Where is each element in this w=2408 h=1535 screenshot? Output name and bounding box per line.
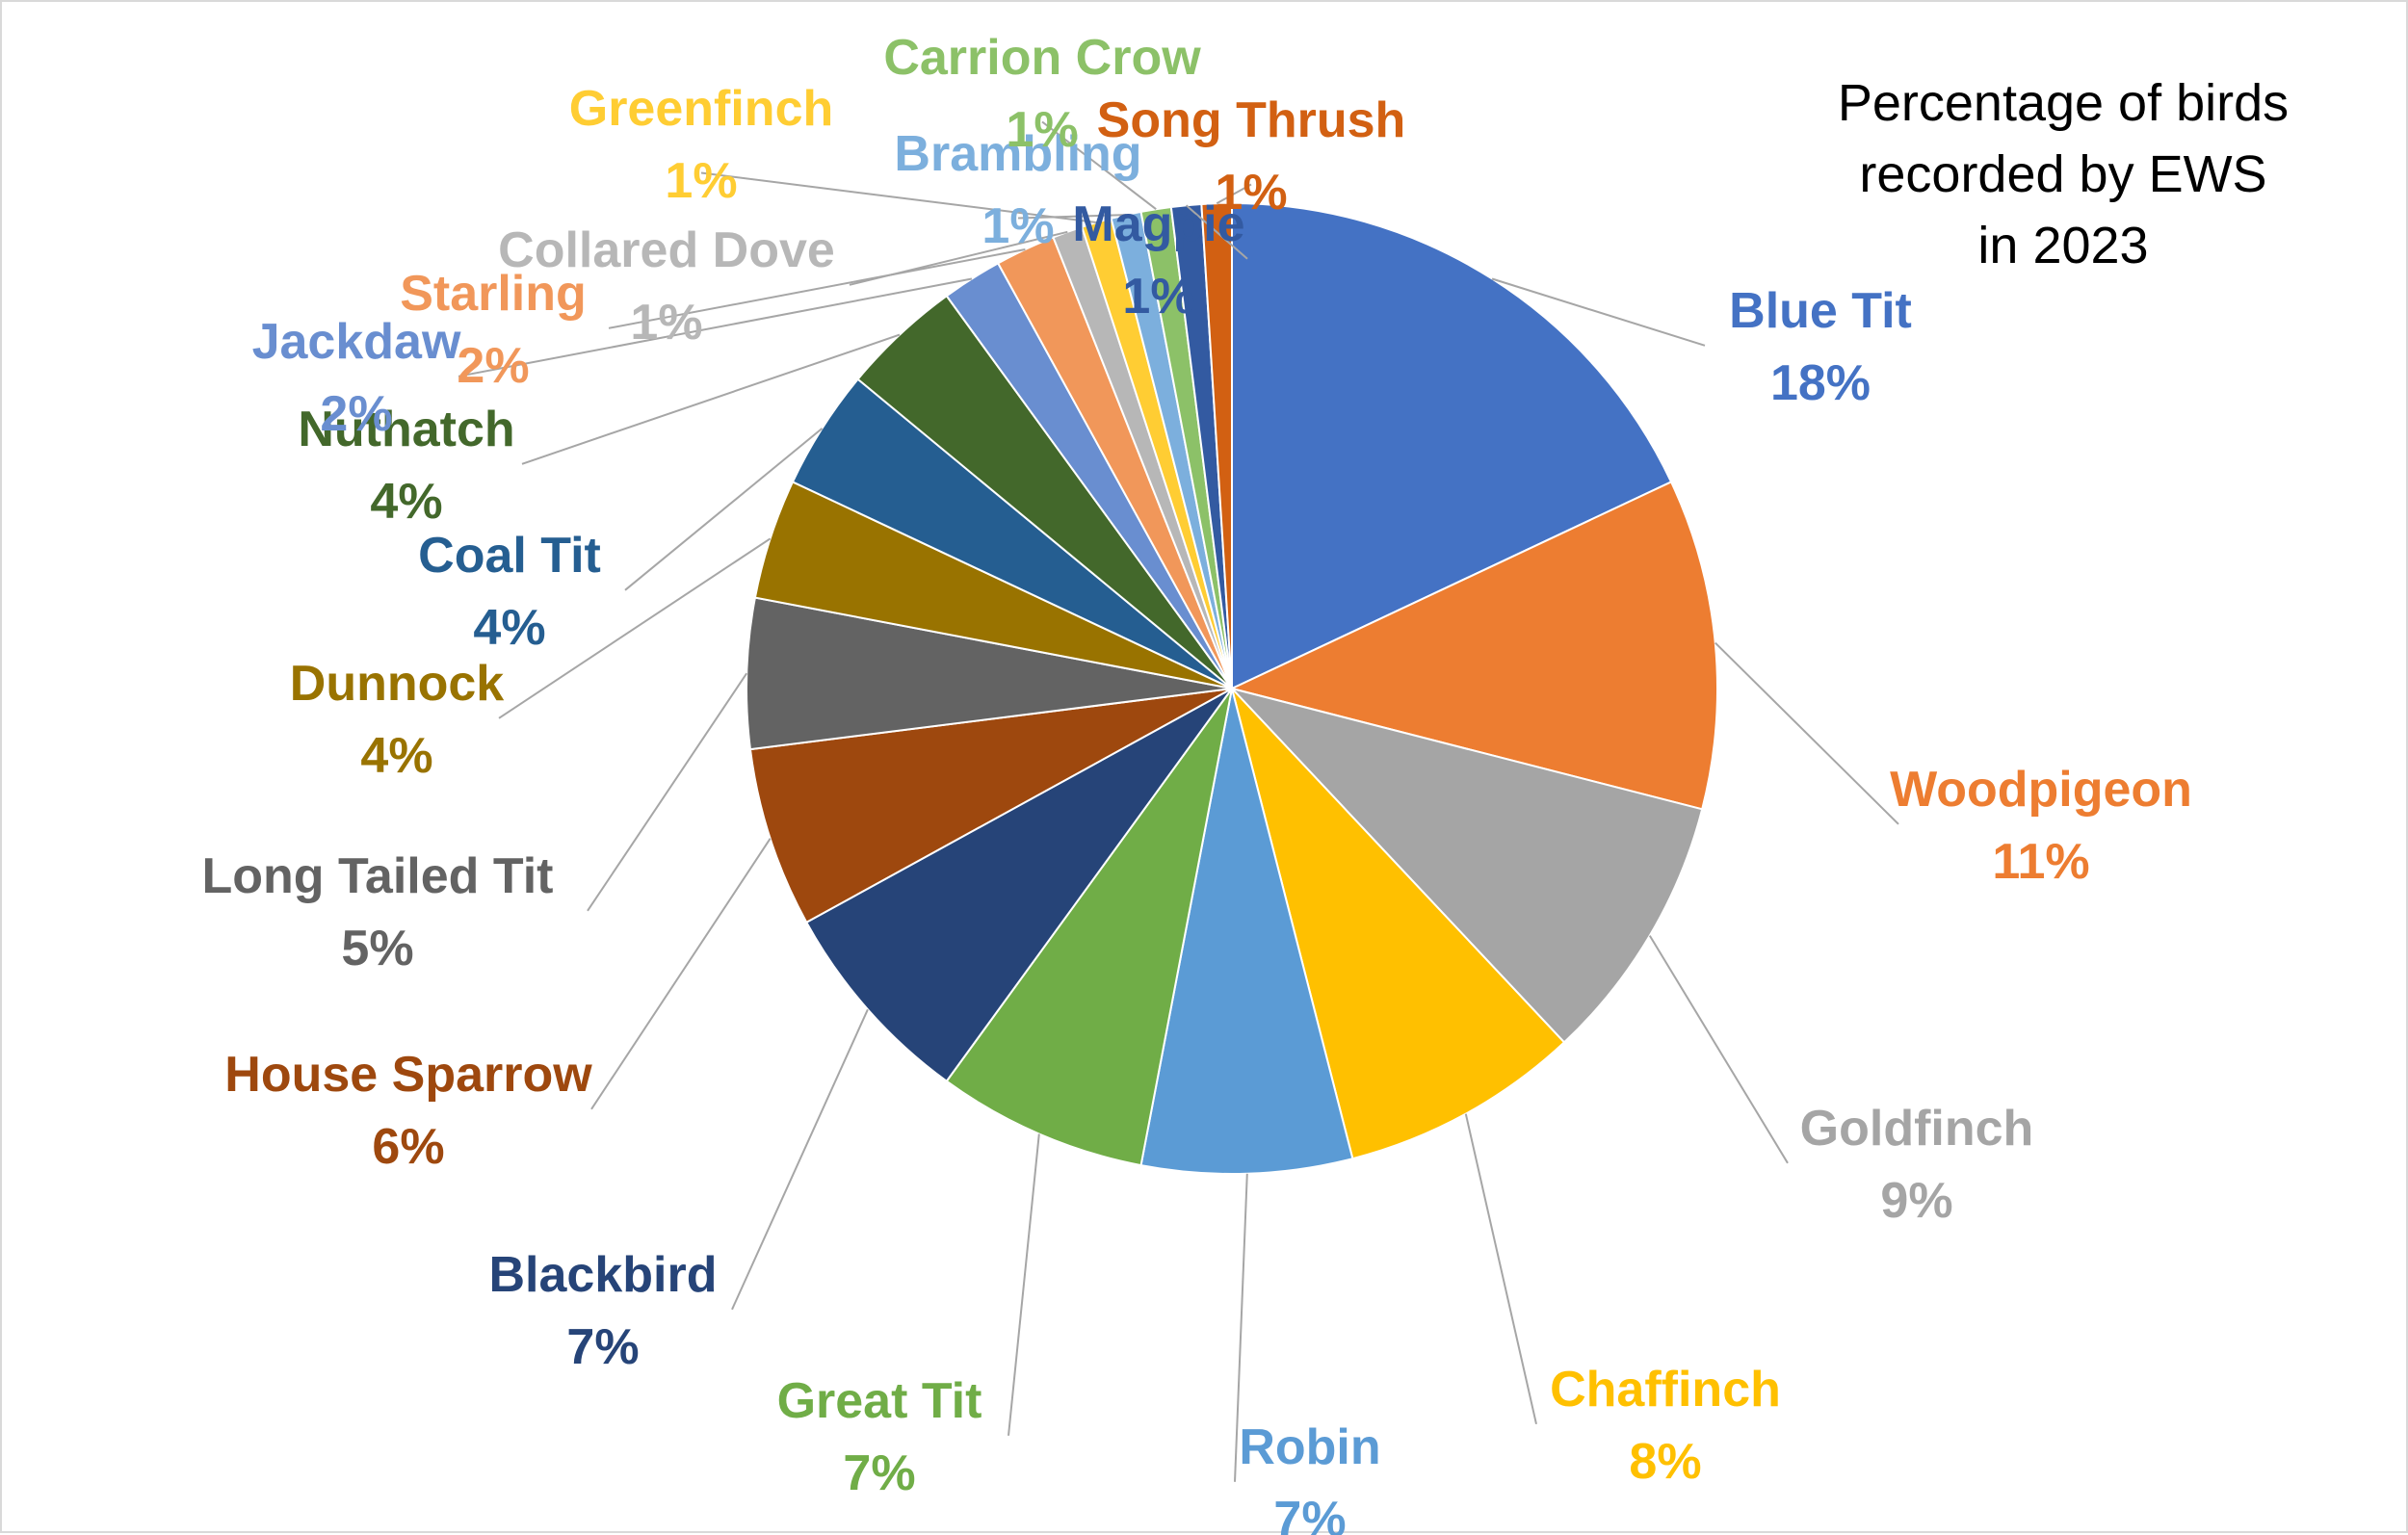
pie-slice-blackbird	[804, 688, 1233, 1083]
data-label-chaffinch: Chaffinch 8%	[1550, 1362, 1781, 1490]
leader-line-brambling	[1017, 214, 1127, 220]
data-label-jackdaw: Jackdaw 2%	[252, 314, 461, 442]
slices-layer	[746, 201, 1718, 1175]
leader-line-starling	[608, 248, 1026, 329]
data-label-blackbird: Blackbird 7%	[489, 1247, 718, 1375]
leader-line-house-sparrow	[590, 838, 772, 1110]
leader-line-coal-tit	[624, 428, 824, 591]
pie-slice-robin	[1139, 688, 1354, 1175]
leader-line-goldfinch	[1648, 935, 1789, 1164]
data-label-category: House Sparrow	[224, 1047, 592, 1103]
data-label-value: 2%	[457, 338, 529, 394]
data-label-category: Magpie	[1072, 196, 1244, 252]
pie-slice-song-thrush	[1200, 201, 1233, 689]
data-label-category: Goldfinch	[1800, 1101, 2034, 1157]
chart-title-line-3: in 2023	[1977, 217, 2149, 274]
pie-slice-long-tailed-tit	[746, 596, 1233, 751]
chart-title: Percentage of birds recorded by EWS in 2…	[1793, 67, 2333, 281]
leader-line-song-thrush	[1216, 183, 1252, 205]
data-label-value: 7%	[566, 1319, 639, 1375]
leader-line-magpie	[1185, 204, 1248, 260]
data-label-category: Carrion Crow	[883, 30, 1201, 86]
leader-line-greenfinch	[700, 171, 1097, 223]
data-label-value: 1%	[982, 198, 1054, 254]
data-label-category: Long Tailed Tit	[202, 848, 554, 904]
data-label-category: Coal Tit	[418, 528, 601, 584]
data-labels-layer: Blue Tit 18% Woodpigeon 11% Goldfinch 9% Chaff…	[202, 30, 2192, 1535]
data-label-category: Collared Dove	[498, 222, 835, 278]
data-label-value: 9%	[1880, 1173, 1952, 1229]
data-label-value: 2%	[320, 386, 392, 442]
data-label-starling: Starling 2%	[400, 266, 587, 394]
data-label-category: Robin	[1239, 1419, 1380, 1475]
data-label-goldfinch: Goldfinch 9%	[1800, 1101, 2034, 1229]
leader-line-robin	[1234, 1173, 1248, 1482]
data-label-category: Great Tit	[777, 1373, 982, 1429]
leader-line-dunnock	[498, 537, 772, 719]
leader-line-woodpigeon	[1714, 641, 1899, 825]
data-label-robin: Robin 7%	[1239, 1419, 1380, 1535]
data-label-category: Chaffinch	[1550, 1362, 1781, 1418]
data-label-great-tit: Great Tit 7%	[777, 1373, 982, 1501]
data-label-category: Greenfinch	[569, 81, 834, 137]
leader-line-jackdaw	[458, 277, 973, 377]
data-label-category: Blackbird	[489, 1247, 718, 1303]
pie-slice-goldfinch	[1228, 687, 1704, 1044]
leader-line-nuthatch	[521, 333, 901, 465]
pie-slice-chaffinch	[1231, 688, 1566, 1160]
leader-line-long-tailed-tit	[587, 672, 748, 912]
data-label-blue-tit: Blue Tit 18%	[1729, 283, 1912, 411]
leader-line-chaffinch	[1464, 1113, 1537, 1425]
leader-line-carrion-crow	[1041, 120, 1157, 210]
data-label-coal-tit: Coal Tit 4%	[418, 528, 601, 656]
data-label-category: Nuthatch	[298, 402, 514, 457]
data-label-song-thrush: Song Thrush 1%	[1097, 92, 1406, 221]
leader-line-great-tit	[1008, 1133, 1040, 1436]
data-label-value: 7%	[1273, 1492, 1346, 1535]
leader-line-blackbird	[731, 1008, 869, 1311]
data-label-nuthatch: Nuthatch 4%	[298, 402, 514, 530]
leader-line-collared-dove	[849, 230, 1068, 286]
leader-lines-layer	[458, 120, 1899, 1482]
data-label-value: 1%	[1215, 165, 1287, 221]
data-label-woodpigeon: Woodpigeon 11%	[1890, 762, 2192, 890]
data-label-house-sparrow: House Sparrow 6%	[224, 1047, 592, 1175]
data-label-category: Woodpigeon	[1890, 762, 2192, 818]
data-label-value: 6%	[372, 1119, 444, 1175]
data-label-value: 4%	[473, 600, 545, 656]
data-label-category: Jackdaw	[252, 314, 461, 370]
data-label-dunnock: Dunnock 4%	[290, 656, 505, 784]
data-label-category: Dunnock	[290, 656, 505, 712]
data-label-value: 8%	[1629, 1434, 1701, 1490]
data-label-value: 1%	[1006, 102, 1078, 158]
pie-slice-woodpigeon	[1229, 481, 1718, 811]
leader-line-blue-tit	[1491, 277, 1706, 347]
data-label-value: 7%	[843, 1445, 915, 1501]
pie-slice-house-sparrow	[748, 688, 1233, 924]
data-label-magpie: Magpie 1%	[1072, 196, 1244, 325]
data-label-value: 4%	[360, 728, 432, 784]
pie-slice-blue-tit	[1231, 201, 1673, 690]
data-label-collared-dove: Collared Dove 1%	[498, 222, 835, 351]
data-label-category: Blue Tit	[1729, 283, 1912, 339]
chart-title-line-2: recorded by EWS	[1859, 145, 2267, 203]
data-label-category: Starling	[400, 266, 587, 322]
data-label-long-tailed-tit: Long Tailed Tit 5%	[202, 848, 554, 976]
chart-title-line-1: Percentage of birds	[1837, 74, 2290, 132]
data-label-carrion-crow: Carrion Crow 1%	[883, 30, 1201, 158]
data-label-value: 5%	[341, 921, 413, 976]
data-label-value: 1%	[630, 295, 702, 351]
data-label-value: 11%	[1992, 834, 2089, 890]
data-label-value: 1%	[1122, 269, 1194, 325]
data-label-greenfinch: Greenfinch 1%	[569, 81, 834, 209]
data-label-category: Song Thrush	[1097, 92, 1406, 148]
data-label-category: Brambling	[894, 126, 1141, 182]
data-label-brambling: Brambling 1%	[894, 126, 1141, 254]
data-label-value: 18%	[1770, 355, 1871, 411]
data-label-value: 4%	[370, 474, 442, 530]
data-label-value: 1%	[665, 153, 737, 209]
